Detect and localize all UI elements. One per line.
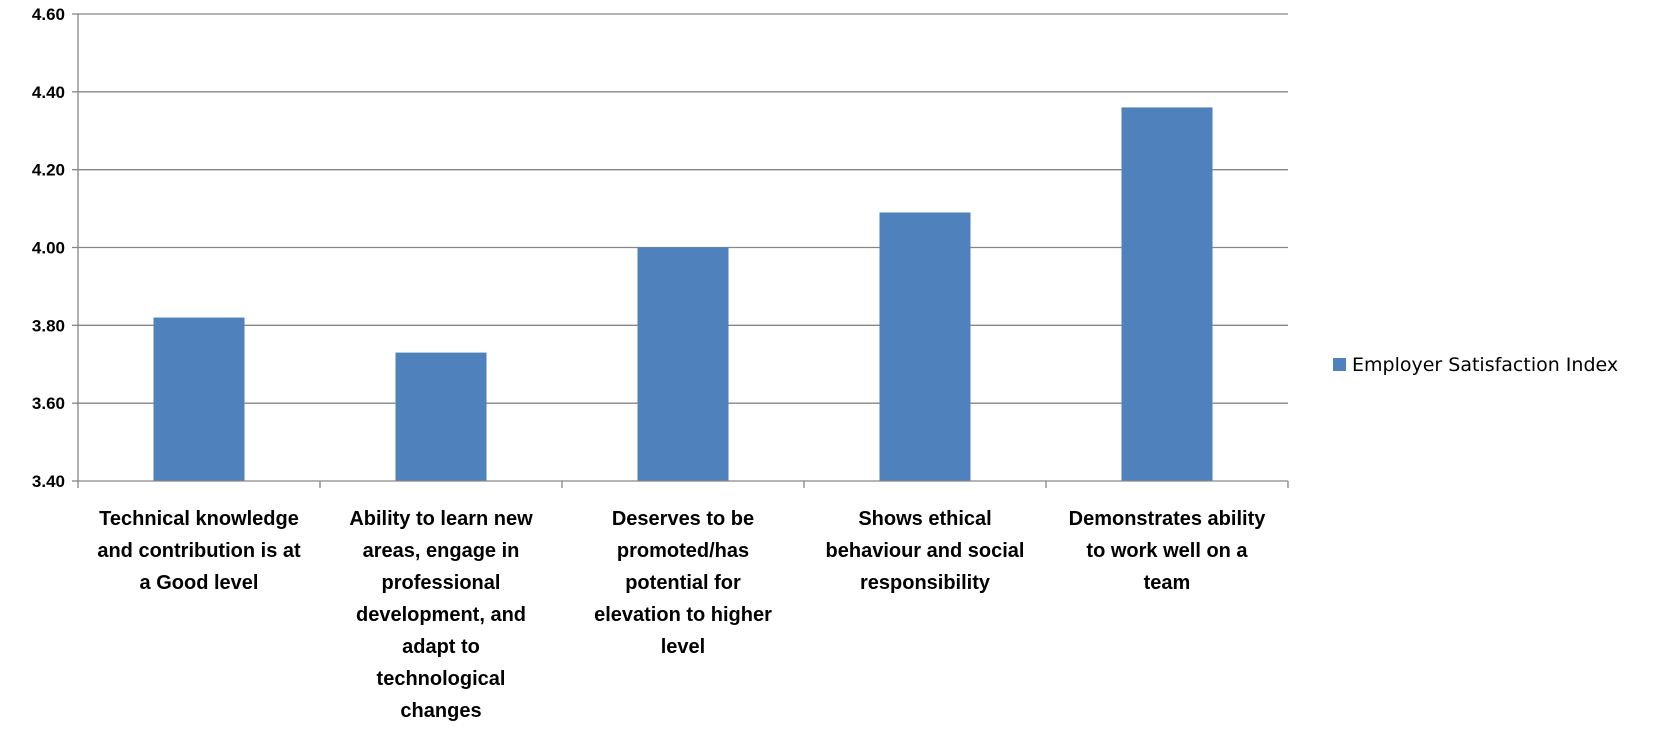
x-tick-label-line: elevation to higher (594, 604, 772, 626)
y-tick-label: 3.60 (32, 394, 65, 413)
legend-swatch (1333, 358, 1346, 371)
legend: Employer Satisfaction Index (1333, 354, 1618, 376)
x-tick-label-line: Shows ethical (858, 508, 991, 530)
x-tick-label-line: professional (382, 572, 501, 594)
x-tick-label-line: behaviour and social (826, 540, 1025, 562)
x-tick-label-line: level (661, 636, 705, 658)
x-tick-label-line: a Good level (140, 572, 259, 594)
axes (72, 13, 1289, 488)
x-tick-labels: Technical knowledge and contribution is a… (97, 508, 1266, 722)
bar (395, 352, 487, 481)
x-tick-label-line: technological (377, 668, 506, 690)
x-tick-label-line: development, and (356, 604, 526, 626)
bar (879, 212, 971, 481)
y-tick-label: 4.00 (32, 239, 65, 258)
x-tick-label-line: responsibility (860, 572, 991, 594)
x-tick-label-line: and contribution is at (97, 540, 301, 562)
bar (153, 317, 245, 481)
x-tick-label-line: adapt to (402, 636, 480, 658)
x-tick-label-line: promoted/has (617, 540, 749, 562)
y-tick-label: 3.40 (32, 472, 65, 491)
y-tick-label: 3.80 (32, 316, 65, 335)
x-tick-label: Ability to learn new areas, engage in prof… (349, 508, 533, 722)
y-tick-labels: 3.40 3.60 3.80 4.00 4.20 4.40 4.60 (32, 5, 65, 491)
x-tick-label-line: Deserves to be (612, 508, 754, 530)
x-tick-label-line: changes (400, 700, 481, 722)
x-tick-label: Demonstrates ability to work well on a tea… (1069, 508, 1267, 594)
x-tick-label-line: Technical knowledge (99, 508, 299, 530)
y-tick-label: 4.40 (32, 83, 65, 102)
y-tick-label: 4.60 (32, 5, 65, 24)
x-tick-label-line: to work well on a (1086, 540, 1248, 562)
y-tick-label: 4.20 (32, 161, 65, 180)
x-tick-label-line: Demonstrates ability (1069, 508, 1267, 530)
x-tick-label: Deserves to be promoted/has potential for e… (594, 508, 772, 658)
x-tick-label-line: areas, engage in (363, 540, 520, 562)
legend-label: Employer Satisfaction Index (1352, 354, 1618, 376)
bar (637, 247, 729, 481)
bar (1121, 107, 1213, 482)
x-tick-label: Shows ethical behaviour and social respons… (826, 508, 1025, 594)
x-tick-label-line: Ability to learn new (349, 508, 533, 530)
x-tick-label-line: team (1144, 572, 1191, 594)
x-tick-label: Technical knowledge and contribution is a… (97, 508, 301, 594)
bars (153, 107, 1213, 482)
x-tick-label-line: potential for (625, 572, 741, 594)
